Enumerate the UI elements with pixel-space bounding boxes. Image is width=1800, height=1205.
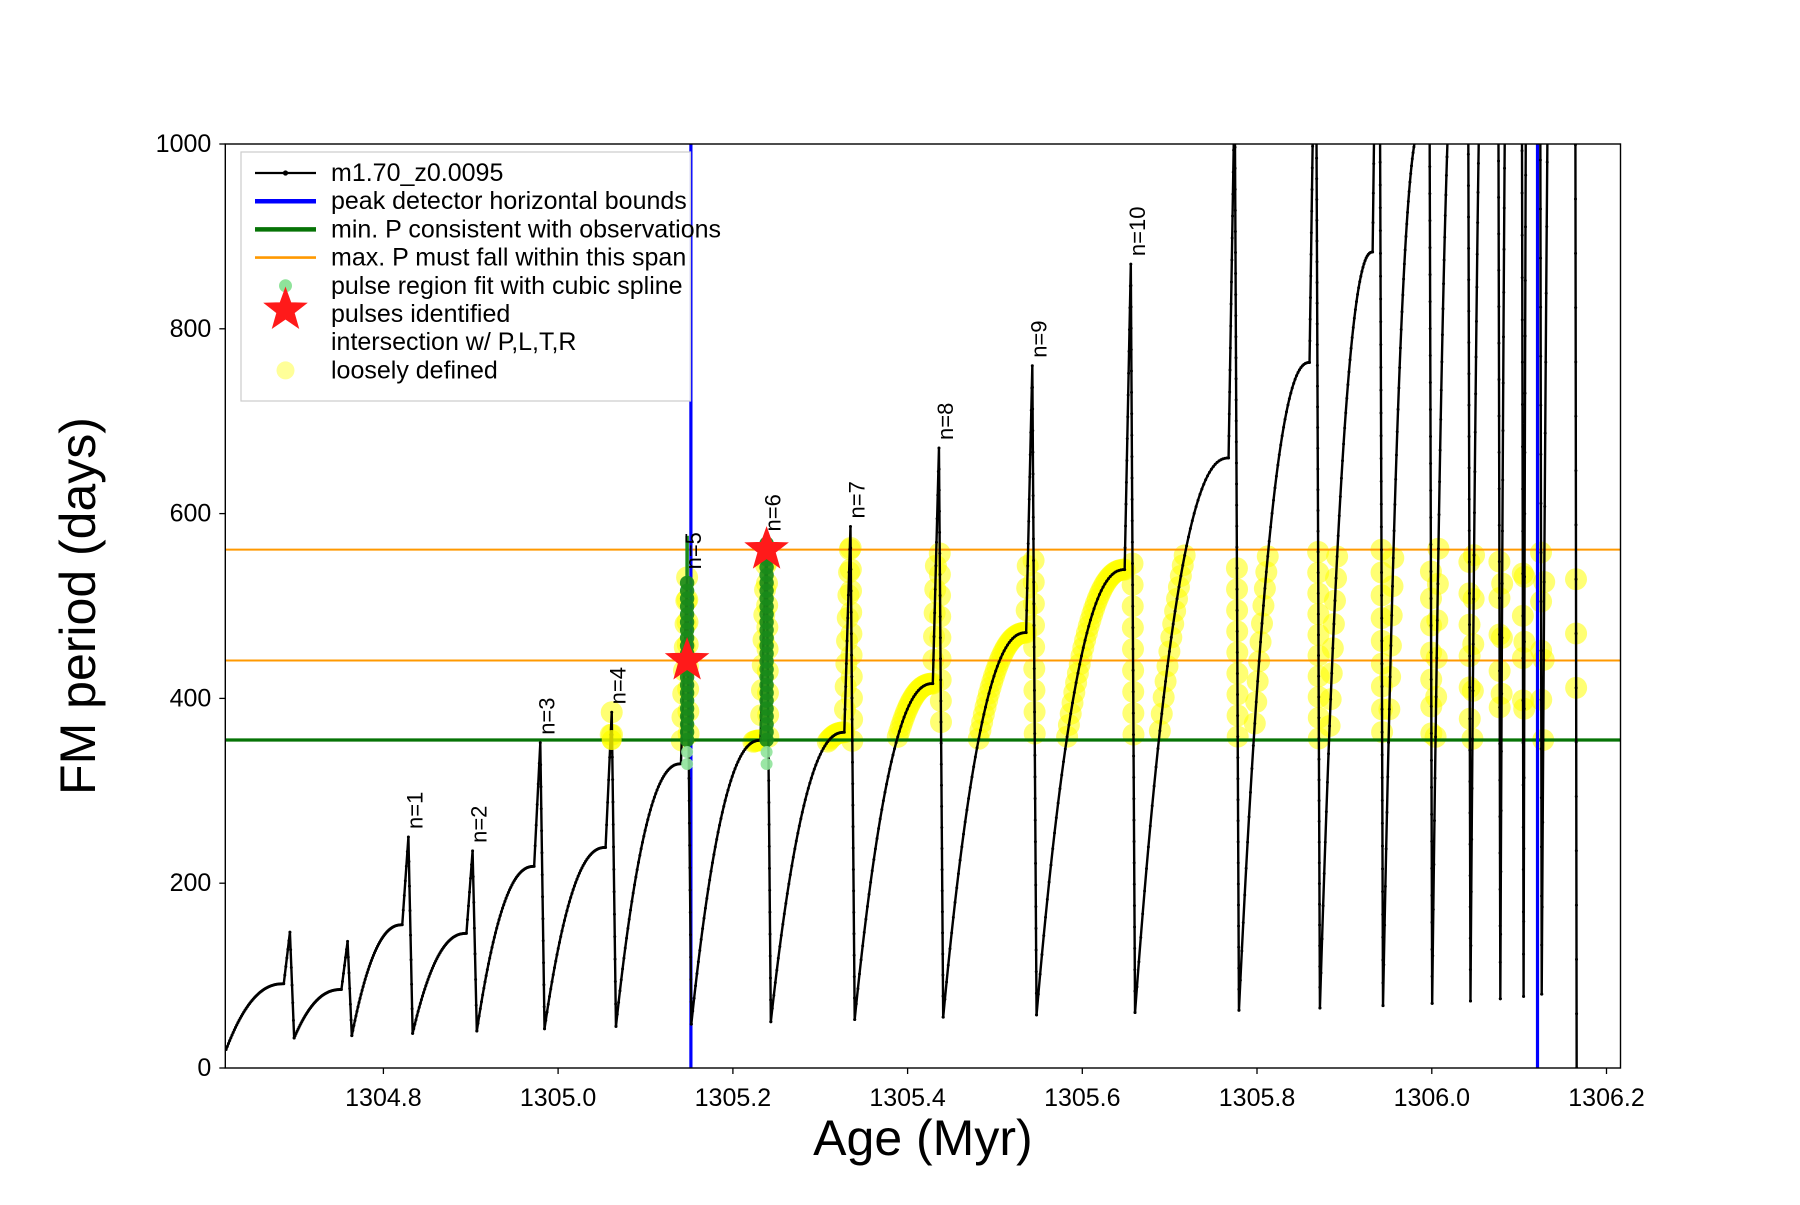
svg-text:min. P consistent with observa: min. P consistent with observations [331, 215, 721, 243]
svg-text:n=8: n=8 [933, 403, 958, 440]
svg-text:FM period (days): FM period (days) [50, 417, 106, 795]
svg-text:n=6: n=6 [761, 494, 786, 531]
svg-text:n=10: n=10 [1125, 207, 1150, 257]
svg-text:n=2: n=2 [467, 806, 492, 843]
svg-text:1305.8: 1305.8 [1219, 1084, 1295, 1112]
svg-text:800: 800 [170, 315, 212, 343]
svg-text:1305.6: 1305.6 [1044, 1084, 1120, 1112]
svg-text:0: 0 [197, 1054, 211, 1082]
svg-text:1304.8: 1304.8 [345, 1084, 421, 1112]
svg-text:pulse region fit with cubic sp: pulse region fit with cubic spline [331, 272, 683, 300]
svg-text:peak detector horizontal bound: peak detector horizontal bounds [331, 187, 687, 215]
svg-text:n=9: n=9 [1026, 320, 1051, 357]
svg-text:1306.2: 1306.2 [1568, 1084, 1644, 1112]
svg-text:1305.4: 1305.4 [869, 1084, 946, 1112]
svg-text:Age (Myr): Age (Myr) [813, 1110, 1032, 1166]
svg-text:n=5: n=5 [681, 532, 706, 569]
svg-text:600: 600 [170, 500, 212, 528]
svg-text:intersection w/ P,L,T,R: intersection w/ P,L,T,R [331, 328, 576, 356]
svg-text:max. P must fall within this s: max. P must fall within this span [331, 244, 686, 272]
svg-text:1000: 1000 [156, 130, 212, 158]
svg-text:pulses identified: pulses identified [331, 300, 510, 328]
svg-text:n=4: n=4 [606, 667, 631, 704]
svg-text:n=3: n=3 [534, 697, 559, 734]
svg-text:1305.0: 1305.0 [520, 1084, 596, 1112]
svg-text:200: 200 [170, 869, 212, 897]
svg-text:loosely defined: loosely defined [331, 356, 498, 384]
svg-text:400: 400 [170, 684, 212, 712]
svg-text:1306.0: 1306.0 [1394, 1084, 1470, 1112]
svg-text:1305.2: 1305.2 [695, 1084, 771, 1112]
svg-text:n=1: n=1 [402, 792, 427, 829]
svg-text:m1.70_z0.0095: m1.70_z0.0095 [331, 159, 503, 187]
svg-text:n=7: n=7 [845, 481, 870, 518]
